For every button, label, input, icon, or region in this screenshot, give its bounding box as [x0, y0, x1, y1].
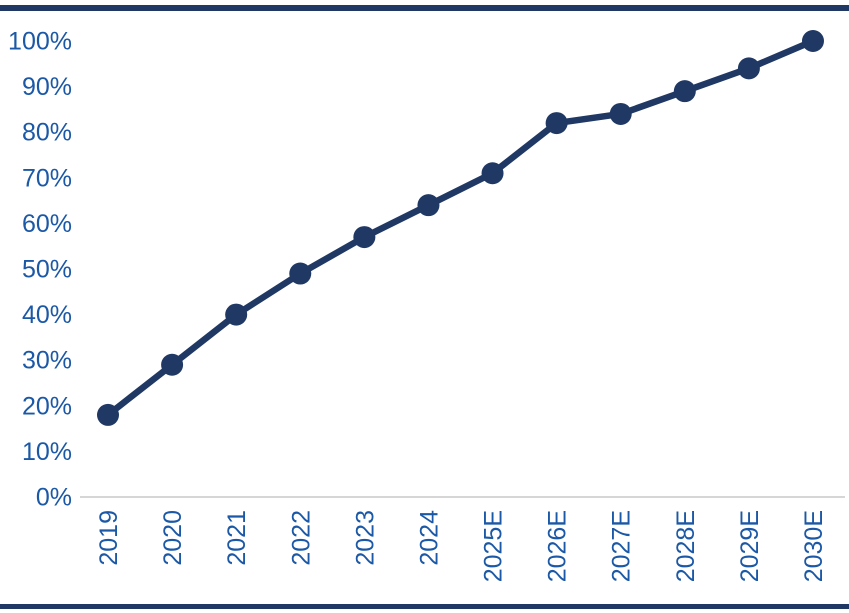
series-line — [104, 37, 817, 419]
data-point-2026E — [545, 112, 568, 135]
data-point-2022 — [289, 262, 312, 285]
y-axis-tick-label: 100% — [8, 28, 72, 56]
y-axis-tick-label: 30% — [22, 347, 72, 375]
data-point-2019 — [97, 403, 119, 426]
data-point-2023 — [353, 226, 376, 249]
top-rule — [0, 5, 849, 11]
y-axis-tick-label: 0% — [36, 484, 72, 512]
y-axis-tick-label: 20% — [22, 392, 72, 420]
data-point-2027E — [609, 102, 632, 125]
y-axis-tick-label: 10% — [22, 438, 72, 466]
x-axis-tick-label: 2024 — [415, 510, 443, 566]
data-point-2028E — [673, 80, 696, 103]
data-point-2024 — [417, 194, 440, 217]
y-axis-tick-label: 40% — [22, 301, 72, 329]
x-axis-tick-label: 2021 — [223, 510, 251, 566]
data-point-2030E — [801, 30, 824, 52]
data-point-2021 — [225, 303, 248, 326]
y-axis-tick-label: 70% — [22, 164, 72, 192]
y-axis-tick-label: 60% — [22, 210, 72, 238]
x-axis-tick-label: 2025E — [480, 510, 508, 582]
y-axis-tick-label: 90% — [22, 73, 72, 101]
y-axis-tick-label: 50% — [22, 256, 72, 284]
x-axis-tick-label: 2023 — [351, 510, 379, 566]
x-axis-tick-label: 2029E — [736, 510, 764, 582]
x-axis-tick-label: 2030E — [800, 510, 828, 582]
x-axis-tick-label: 2020 — [159, 510, 187, 566]
data-point-2020 — [161, 353, 184, 376]
data-point-2029E — [737, 57, 760, 80]
x-axis-tick-label: 2027E — [608, 510, 636, 582]
bottom-rule — [0, 604, 849, 609]
data-point-2025E — [481, 162, 504, 185]
y-axis-tick-label: 80% — [22, 119, 72, 147]
x-axis-tick-label: 2028E — [672, 510, 700, 582]
x-axis-tick-label: 2019 — [95, 510, 123, 566]
x-axis-tick-label: 2022 — [287, 510, 315, 566]
x-axis-tick-label: 2026E — [544, 510, 572, 582]
